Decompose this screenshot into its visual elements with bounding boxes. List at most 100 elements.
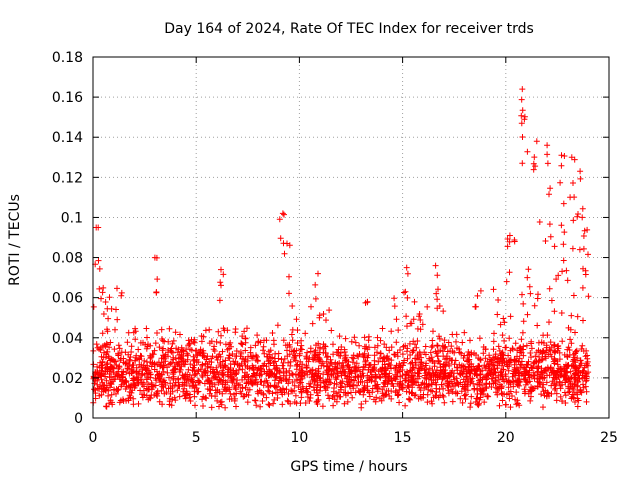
data-point bbox=[305, 358, 312, 365]
x-tick-label: 15 bbox=[394, 430, 412, 446]
data-point bbox=[546, 285, 553, 292]
data-point bbox=[307, 348, 314, 355]
data-point bbox=[306, 383, 313, 390]
data-point bbox=[98, 367, 105, 374]
data-point bbox=[322, 343, 329, 350]
data-point bbox=[559, 398, 565, 405]
data-point bbox=[485, 393, 492, 400]
data-point bbox=[213, 338, 220, 345]
data-point bbox=[199, 396, 206, 403]
data-point bbox=[393, 316, 400, 323]
data-point bbox=[544, 142, 551, 149]
y-tick-label: 0 bbox=[74, 411, 83, 427]
data-point bbox=[563, 376, 570, 383]
data-point bbox=[288, 387, 295, 394]
data-point bbox=[91, 386, 97, 393]
data-point bbox=[490, 286, 497, 293]
data-point bbox=[246, 386, 253, 393]
data-point bbox=[400, 359, 407, 366]
data-point bbox=[476, 400, 482, 407]
data-point bbox=[137, 339, 144, 346]
data-point bbox=[286, 372, 293, 379]
data-point bbox=[289, 379, 296, 385]
data-point bbox=[428, 398, 435, 405]
data-point bbox=[414, 375, 421, 382]
data-point bbox=[436, 333, 442, 340]
data-point bbox=[260, 347, 266, 354]
data-point bbox=[105, 392, 112, 399]
data-point bbox=[436, 386, 443, 393]
data-point bbox=[524, 311, 531, 318]
data-point bbox=[547, 185, 554, 192]
data-point bbox=[486, 360, 493, 367]
data-point bbox=[523, 361, 530, 368]
data-point bbox=[132, 354, 139, 361]
y-tick-label: 0.08 bbox=[52, 251, 83, 267]
data-point bbox=[465, 368, 472, 375]
data-point bbox=[558, 366, 564, 373]
data-point bbox=[129, 387, 136, 394]
data-point bbox=[377, 350, 384, 357]
data-point bbox=[477, 387, 484, 394]
data-point bbox=[135, 400, 142, 407]
data-point bbox=[577, 387, 584, 394]
data-point bbox=[518, 112, 525, 119]
data-point bbox=[279, 362, 286, 369]
data-point bbox=[490, 380, 497, 387]
data-point bbox=[271, 355, 278, 362]
data-point bbox=[451, 376, 458, 383]
data-point bbox=[190, 353, 197, 360]
data-point bbox=[425, 386, 432, 393]
data-point bbox=[336, 333, 343, 340]
data-point bbox=[501, 319, 508, 326]
data-point bbox=[159, 383, 166, 390]
data-point bbox=[565, 362, 572, 368]
data-point bbox=[183, 376, 190, 383]
data-point bbox=[339, 364, 346, 371]
data-point bbox=[336, 393, 343, 400]
data-point bbox=[193, 347, 200, 354]
data-point bbox=[583, 347, 590, 354]
data-point bbox=[548, 297, 555, 304]
data-point bbox=[105, 315, 112, 322]
data-point bbox=[266, 351, 273, 358]
data-point bbox=[290, 348, 297, 355]
data-point bbox=[391, 351, 398, 358]
data-point bbox=[200, 403, 206, 409]
data-point bbox=[412, 341, 418, 348]
data-point bbox=[579, 284, 586, 291]
data-point bbox=[404, 369, 411, 376]
data-point bbox=[563, 267, 570, 274]
data-point bbox=[355, 387, 362, 394]
data-point bbox=[228, 343, 234, 350]
data-point bbox=[414, 338, 421, 344]
data-point bbox=[306, 354, 313, 361]
data-point bbox=[424, 399, 431, 406]
data-point bbox=[544, 160, 551, 167]
data-point bbox=[285, 359, 292, 366]
data-point bbox=[169, 388, 176, 395]
data-point bbox=[119, 377, 126, 384]
data-point bbox=[461, 392, 468, 399]
data-point bbox=[242, 384, 249, 391]
data-point bbox=[266, 388, 273, 395]
data-point bbox=[119, 373, 126, 380]
data-point bbox=[514, 400, 521, 407]
data-point bbox=[150, 351, 157, 358]
data-point bbox=[97, 344, 104, 351]
data-point bbox=[562, 400, 569, 406]
data-point bbox=[244, 399, 251, 406]
data-point bbox=[521, 386, 528, 393]
data-point bbox=[576, 246, 583, 253]
data-point bbox=[334, 364, 341, 371]
data-point bbox=[579, 369, 586, 376]
data-point bbox=[388, 388, 395, 395]
data-point bbox=[415, 370, 422, 377]
data-point bbox=[419, 379, 426, 386]
data-point bbox=[209, 368, 216, 375]
data-point bbox=[512, 340, 519, 347]
data-point bbox=[395, 327, 402, 334]
data-point bbox=[449, 331, 456, 338]
data-point bbox=[224, 379, 231, 386]
data-point bbox=[230, 375, 237, 382]
